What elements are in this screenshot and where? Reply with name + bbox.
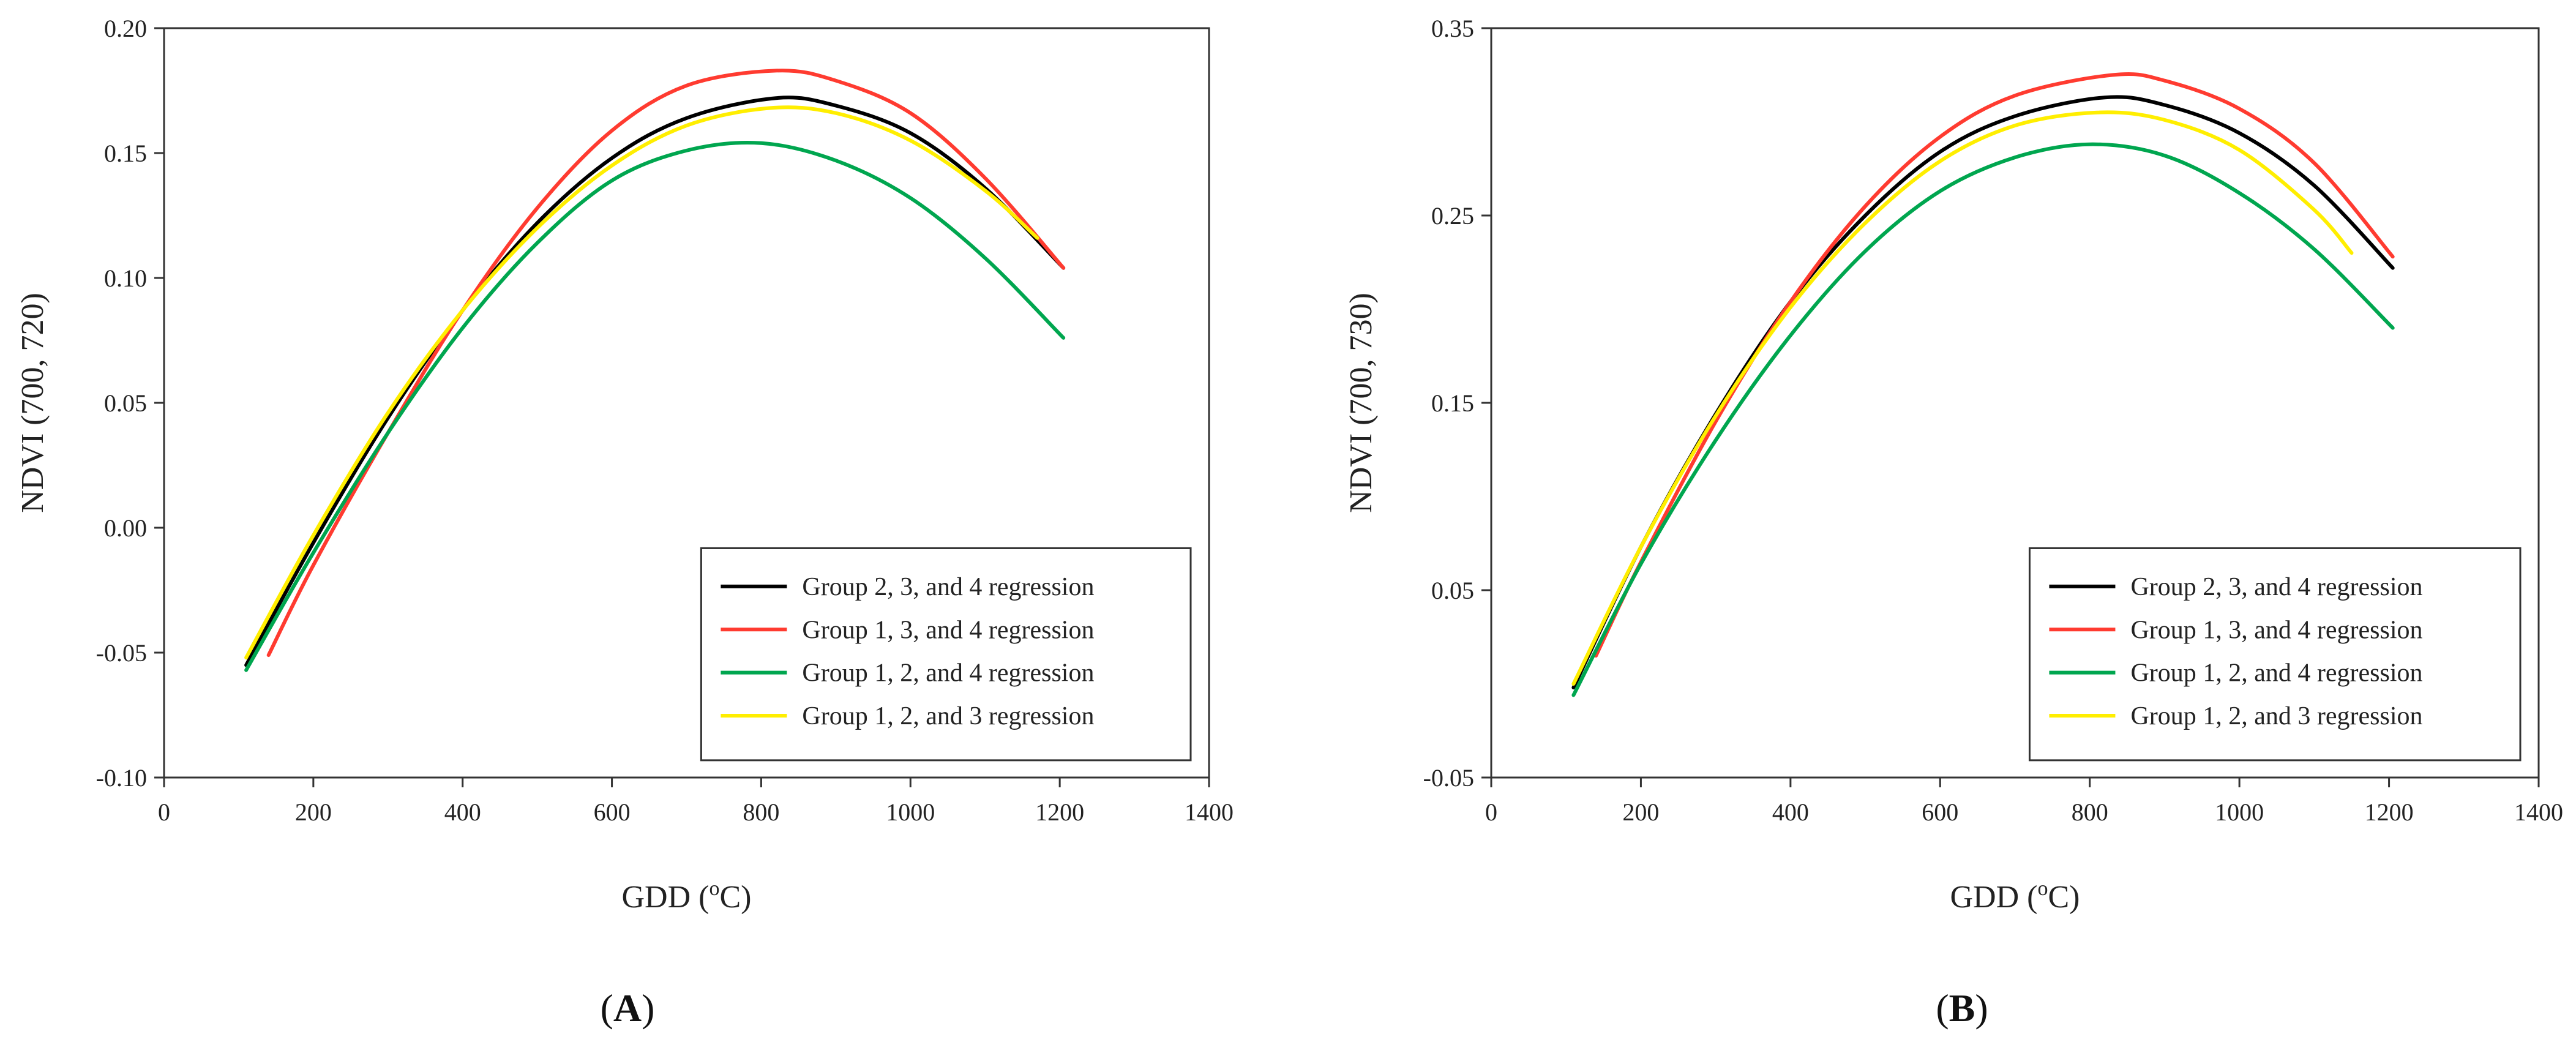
series-line-3 bbox=[1571, 142, 2395, 697]
x-tick-label: 0 bbox=[158, 798, 170, 826]
y-tick-label: 0.05 bbox=[104, 389, 147, 417]
x-tick-label: 400 bbox=[444, 798, 481, 826]
x-axis-label: GDD (oC) bbox=[622, 877, 752, 915]
panel-label-close: ) bbox=[642, 986, 654, 1030]
y-tick-label: -0.05 bbox=[96, 639, 147, 667]
y-tick-label: 0.20 bbox=[104, 15, 147, 42]
x-tick-label: 1400 bbox=[1185, 798, 1234, 826]
chart-panel-a: 0 200 400 600 800 1000 1200 1400 -0.10 -0.05 0.00 0… bbox=[15, 15, 1234, 1030]
x-axis-label-degree: o bbox=[2037, 877, 2048, 900]
x-tick-label: 200 bbox=[1622, 798, 1659, 826]
legend: Group 2, 3, and 4 regression Group 1, 3, … bbox=[700, 547, 1192, 762]
x-tick-label: 200 bbox=[295, 798, 332, 826]
legend-label-1: Group 2, 3, and 4 regression bbox=[2130, 573, 2422, 601]
panel-label-open: ( bbox=[1936, 986, 1949, 1030]
x-tick-label: 0 bbox=[1485, 798, 1497, 826]
y-tick-label: 0.10 bbox=[104, 264, 147, 292]
series-line-3 bbox=[244, 140, 1066, 672]
x-tick-label: 600 bbox=[1922, 798, 1958, 826]
legend-label-4: Group 1, 2, and 3 regression bbox=[2130, 702, 2422, 730]
y-tick-label: -0.10 bbox=[96, 764, 147, 792]
y-tick-label: 0.15 bbox=[104, 140, 147, 167]
y-tick-label: 0.00 bbox=[104, 514, 147, 542]
y-tick-label: 0.15 bbox=[1431, 389, 1474, 417]
series-line-4 bbox=[244, 105, 1039, 660]
panel-label: (B) bbox=[1936, 986, 1988, 1030]
y-tick-label: 0.35 bbox=[1431, 15, 1474, 42]
y-tick-label: -0.05 bbox=[1423, 764, 1474, 792]
panel-label-letter: B bbox=[1949, 986, 1975, 1030]
legend-label-3: Group 1, 2, and 4 regression bbox=[802, 659, 1094, 688]
x-tick-label: 1000 bbox=[886, 798, 935, 826]
y-axis-label: NDVI (700, 720) bbox=[15, 293, 50, 513]
panel-label-open: ( bbox=[601, 986, 613, 1030]
legend-label-2: Group 1, 3, and 4 regression bbox=[2130, 616, 2422, 644]
y-axis-label: NDVI (700, 730) bbox=[1344, 293, 1379, 513]
series-line-1 bbox=[244, 96, 1066, 667]
legend-label-2: Group 1, 3, and 4 regression bbox=[802, 616, 1094, 644]
x-tick-label: 600 bbox=[594, 798, 631, 826]
chart-panel-b: 0 200 400 600 800 1000 1200 1400 -0.05 0.05 0.15 0.… bbox=[1344, 15, 2563, 1030]
panel-label-letter: A bbox=[613, 986, 642, 1030]
legend-label-3: Group 1, 2, and 4 regression bbox=[2130, 659, 2422, 688]
panel-label-close: ) bbox=[1975, 986, 1988, 1030]
x-axis-label-unit: C) bbox=[2048, 880, 2080, 915]
panel-label: (A) bbox=[601, 986, 655, 1030]
x-axis-label: GDD (oC) bbox=[1950, 877, 2080, 915]
x-axis-label-unit: C) bbox=[719, 880, 751, 915]
series-line-2 bbox=[1594, 72, 2395, 658]
x-tick-label: 1000 bbox=[2215, 798, 2264, 826]
legend-box bbox=[2028, 547, 2522, 762]
x-axis-label-main: GDD ( bbox=[622, 880, 710, 915]
series-line-4 bbox=[1571, 110, 2354, 686]
x-tick-label: 1200 bbox=[1035, 798, 1084, 826]
y-tick-label: 0.25 bbox=[1431, 202, 1474, 230]
x-tick-label: 1400 bbox=[2514, 798, 2563, 826]
legend-box bbox=[700, 547, 1192, 762]
x-tick-label: 1200 bbox=[2365, 798, 2414, 826]
x-tick-label: 800 bbox=[2072, 798, 2108, 826]
x-tick-label: 400 bbox=[1772, 798, 1809, 826]
x-tick-label: 800 bbox=[743, 798, 779, 826]
x-axis-label-main: GDD ( bbox=[1950, 880, 2038, 915]
y-tick-label: 0.05 bbox=[1431, 577, 1474, 604]
x-axis-label-degree: o bbox=[709, 877, 719, 900]
legend: Group 2, 3, and 4 regression Group 1, 3, … bbox=[2028, 547, 2522, 762]
legend-label-4: Group 1, 2, and 3 regression bbox=[802, 702, 1094, 730]
legend-label-1: Group 2, 3, and 4 regression bbox=[802, 573, 1094, 601]
